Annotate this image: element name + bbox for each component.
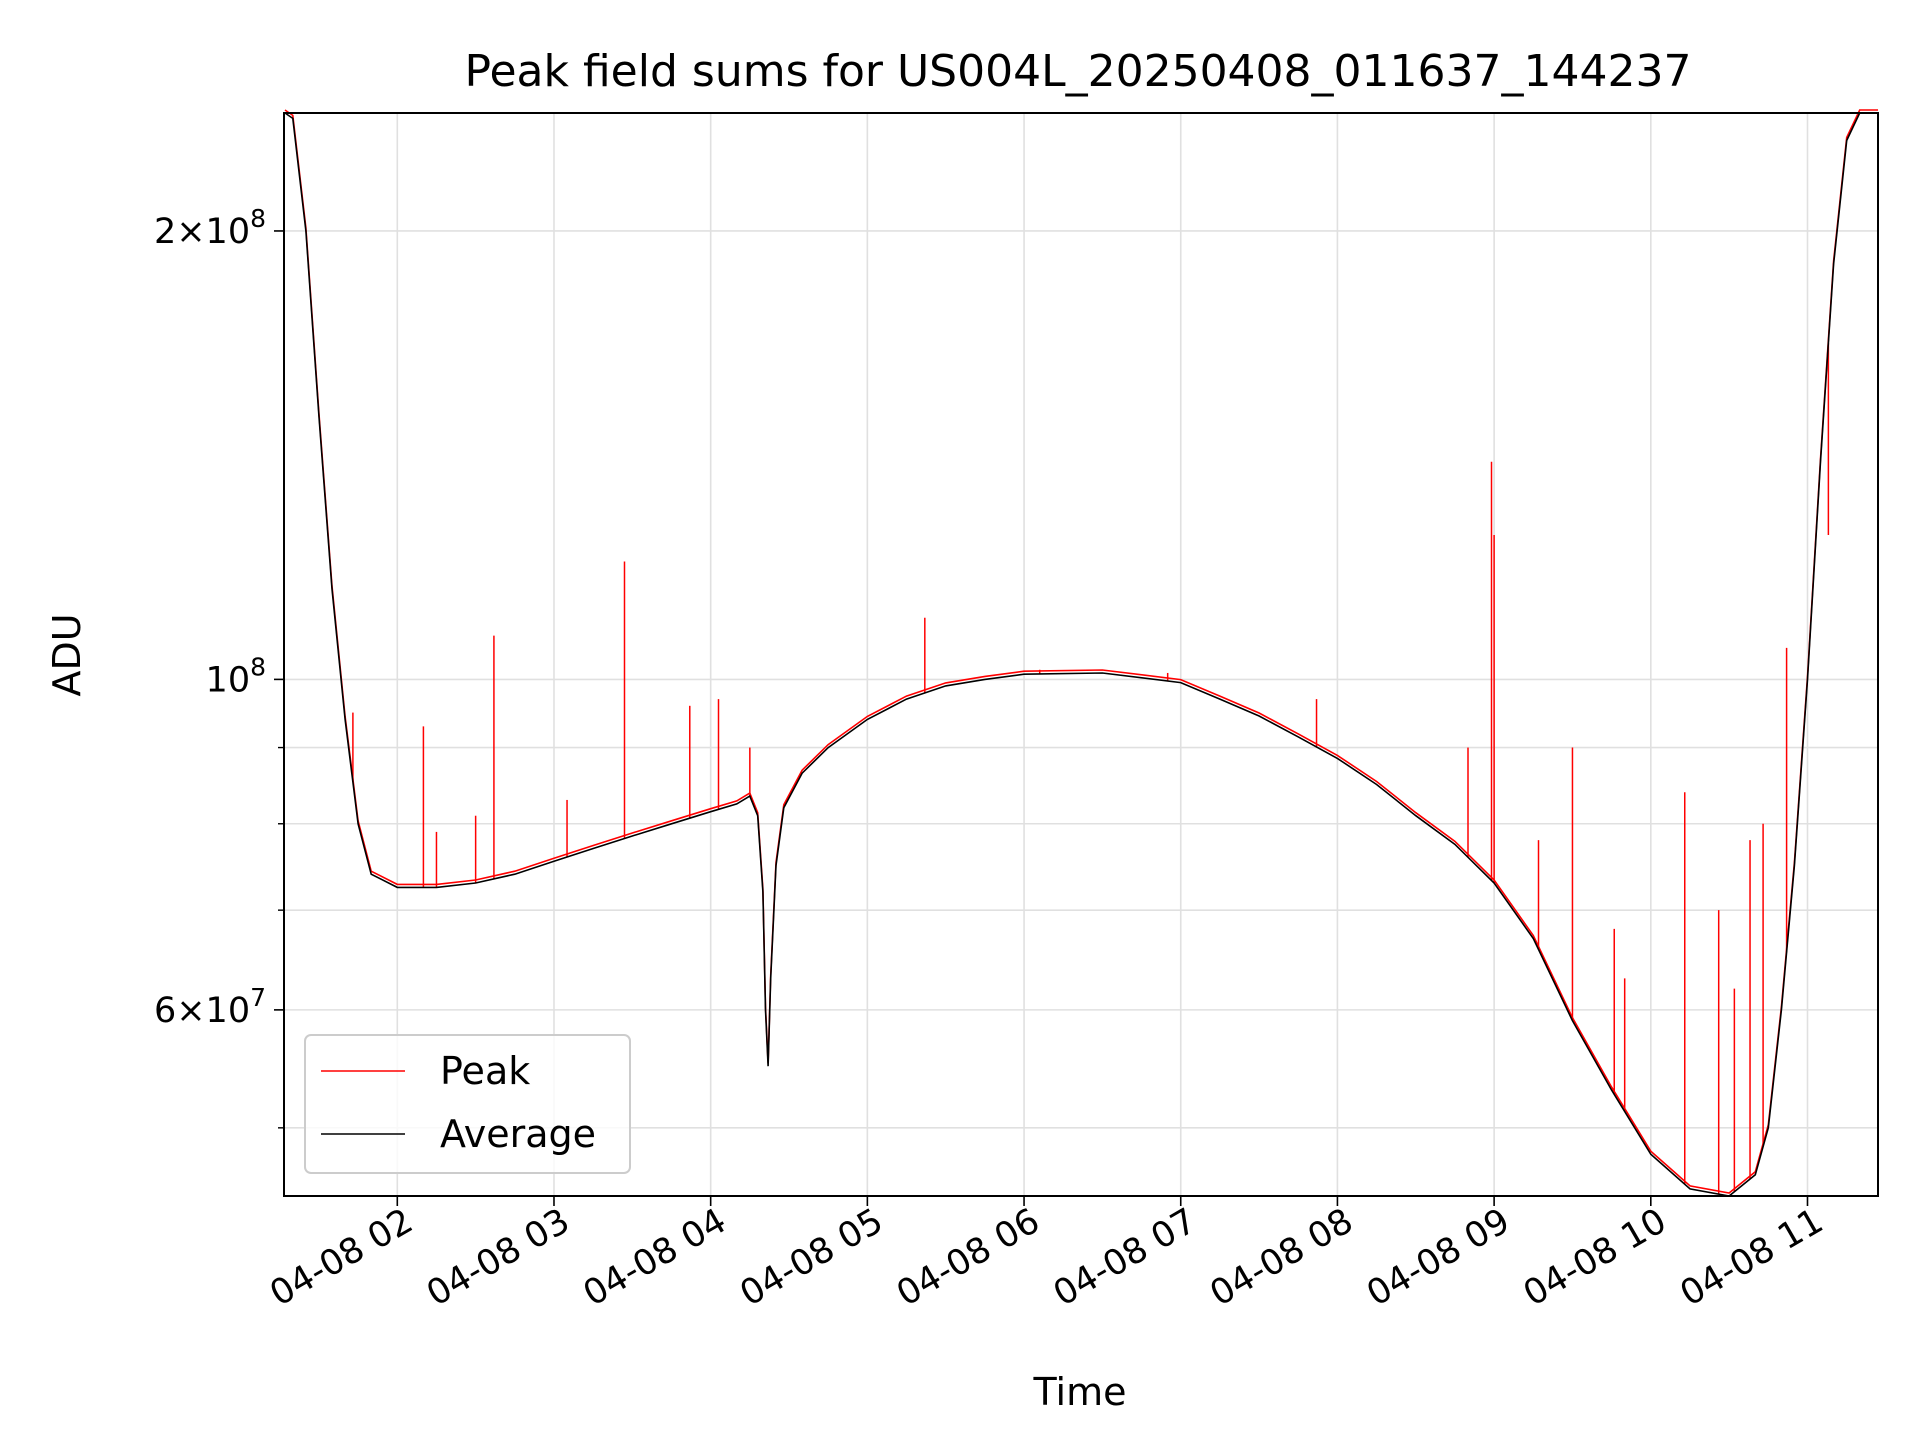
peak-series-line <box>284 109 1878 1194</box>
x-tick-label: 04-08 10 <box>1517 1201 1673 1314</box>
x-tick-label: 04-08 08 <box>1204 1201 1360 1314</box>
x-axis: 04-08 02 04-08 03 04-08 04 04-08 05 04-08 06… <box>264 1196 1830 1314</box>
chart-title: Peak field sums for US004L_20250408_0116… <box>465 46 1692 97</box>
x-tick-label: 04-08 04 <box>577 1201 733 1314</box>
plot-frame <box>283 112 1879 1197</box>
x-tick-label: 04-08 03 <box>420 1201 576 1314</box>
grid <box>284 113 1878 1196</box>
y-axis: 2×108 108 6×107 <box>154 204 284 1129</box>
x-tick-label: 04-08 09 <box>1360 1201 1516 1314</box>
x-axis-label: Time <box>1033 1370 1127 1414</box>
average-series-line <box>284 112 1878 1197</box>
x-tick-label: 04-08 11 <box>1674 1201 1830 1314</box>
x-tick-label: 04-08 07 <box>1047 1201 1203 1314</box>
legend-label-peak: Peak <box>440 1049 530 1093</box>
x-tick-label: 04-08 02 <box>264 1201 420 1314</box>
legend-label-average: Average <box>440 1112 596 1156</box>
y-tick-label: 108 <box>206 652 266 700</box>
y-tick-label: 6×107 <box>154 983 266 1031</box>
y-tick-label: 2×108 <box>154 204 266 252</box>
x-tick-label: 04-08 05 <box>734 1201 890 1314</box>
legend: Peak Average <box>304 1034 631 1174</box>
y-axis-label: ADU <box>45 613 89 696</box>
x-tick-label: 04-08 06 <box>890 1201 1046 1314</box>
series-layer <box>284 109 1878 1197</box>
legend-box <box>304 1034 631 1174</box>
